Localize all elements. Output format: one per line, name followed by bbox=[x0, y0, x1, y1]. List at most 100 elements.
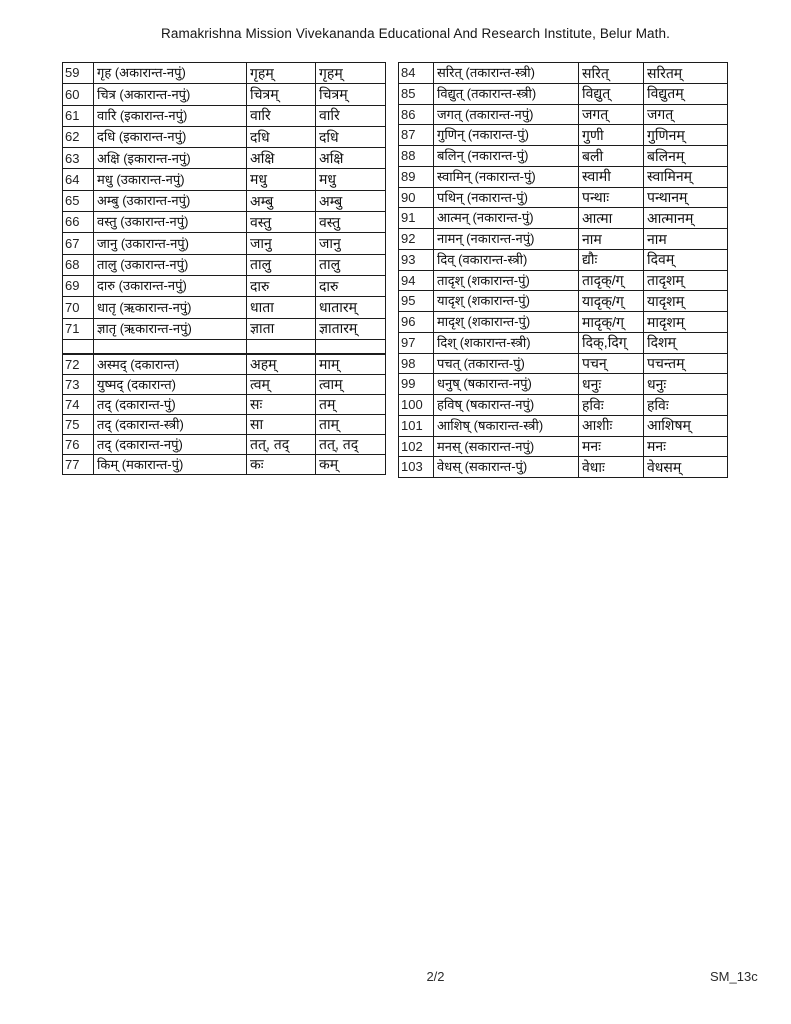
word-cell: नामन् (नकारान्त-नपुं) bbox=[433, 228, 579, 250]
left-table-row: 60 चित्र (अकारान्त-नपुं) चित्रम् चित्रम् bbox=[62, 83, 386, 106]
form1-cell: वारि bbox=[246, 104, 316, 127]
row-number-cell: 60 bbox=[62, 83, 94, 106]
word-cell: जगत् (तकारान्त-नपुं) bbox=[433, 103, 579, 126]
right-table-row: 101 आशिष् (षकारान्त-स्त्री) आशीः आशिषम् bbox=[398, 414, 728, 437]
word-cell: वेधस् (सकारान्त-पुं) bbox=[433, 456, 579, 478]
row-number-cell: 89 bbox=[398, 165, 434, 188]
row-number-cell: 97 bbox=[398, 331, 434, 354]
declension-table-left: 59 गृह (अकारान्त-नपुं) गृहम् गृहम् 60 चित्र (… bbox=[62, 61, 386, 475]
document-code: SM_13c bbox=[710, 969, 758, 984]
form1-cell: धाता bbox=[246, 296, 316, 319]
left-table-row: 63 अक्षि (इकारान्त-नपुं) अक्षि अक्षि bbox=[62, 147, 386, 170]
word-cell: आत्मन् (नकारान्त-पुं) bbox=[433, 207, 579, 229]
row-number-cell: 88 bbox=[398, 145, 434, 167]
form2-cell: तादृशम् bbox=[643, 269, 728, 292]
form1-cell: दधि bbox=[246, 125, 316, 149]
word-cell: धनुष् (षकारान्त-नपुं) bbox=[433, 373, 579, 395]
page-number: 2/2 bbox=[426, 969, 445, 984]
right-table-row: 90 पथिन् (नकारान्त-पुं) पन्थाः पन्थानम् bbox=[398, 186, 728, 209]
left-table-row: 59 गृह (अकारान्त-नपुं) गृहम् गृहम् bbox=[62, 61, 386, 85]
row-number-cell: 63 bbox=[62, 147, 94, 170]
form1-cell: नाम bbox=[578, 228, 644, 250]
row-number-cell: 92 bbox=[398, 228, 434, 250]
word-cell: किम् (मकारान्त-पुं) bbox=[93, 453, 247, 475]
word-cell: मधु (उकारान्त-नपुं) bbox=[93, 168, 247, 191]
left-table-row: 73 युष्मद् (दकारान्त) त्वम् त्वाम् bbox=[62, 373, 386, 395]
form2-cell: नाम bbox=[643, 228, 728, 250]
form1-cell: सः bbox=[246, 393, 316, 415]
word-cell: आशिष् (षकारान्त-स्त्री) bbox=[433, 414, 579, 437]
form1-cell: मनः bbox=[578, 435, 644, 458]
word-cell: दिव् (वकारान्त-स्त्री) bbox=[433, 248, 579, 271]
word-cell: जानु (उकारान्त-नपुं) bbox=[93, 232, 247, 255]
form1-cell: अहम् bbox=[246, 353, 316, 375]
form2-cell: अक्षि bbox=[315, 147, 386, 170]
word-cell: अक्षि (इकारान्त-नपुं) bbox=[93, 147, 247, 170]
left-table-row: 76 तद् (दकारान्त-नपुं) तत्, तद् तत्, तद् bbox=[62, 433, 386, 455]
form1-cell: विद्युत् bbox=[578, 82, 644, 105]
row-number-cell: 101 bbox=[398, 414, 434, 437]
right-table-row: 95 यादृश् (शकारान्त-पुं) यादृक्/ग् यादृशम् bbox=[398, 290, 728, 312]
word-cell: ज्ञातृ (ऋकारान्त-नपुं) bbox=[93, 317, 247, 340]
right-table-row: 96 मादृश् (शकारान्त-पुं) मादृक्/ग् मादृशम् bbox=[398, 311, 728, 333]
form2-cell: गृहम् bbox=[315, 61, 386, 85]
word-cell: स्वामिन् (नकारान्त-पुं) bbox=[433, 165, 579, 188]
row-number-cell: 84 bbox=[398, 62, 434, 84]
row-number-cell: 66 bbox=[62, 211, 94, 234]
word-cell: दारु (उकारान्त-नपुं) bbox=[93, 274, 247, 298]
word-cell: वारि (इकारान्त-नपुं) bbox=[93, 104, 247, 127]
form1-cell: बली bbox=[578, 145, 644, 167]
row-number-cell: 103 bbox=[398, 456, 434, 478]
left-table-row: 62 दधि (इकारान्त-नपुं) दधि दधि bbox=[62, 125, 386, 149]
form1-cell: अम्बु bbox=[246, 189, 316, 213]
row-number-cell: 95 bbox=[398, 290, 434, 312]
page-title: Ramakrishna Mission Vivekananda Educatio… bbox=[161, 26, 670, 41]
word-cell: मनस् (सकारान्त-नपुं) bbox=[433, 435, 579, 458]
row-number-cell: 69 bbox=[62, 274, 94, 298]
form1-cell: मधु bbox=[246, 168, 316, 191]
left-table-row bbox=[62, 338, 386, 355]
form2-cell: कम् bbox=[315, 453, 386, 475]
row-number-cell: 98 bbox=[398, 352, 434, 375]
form1-cell: वस्तु bbox=[246, 211, 316, 234]
form1-cell: कः bbox=[246, 453, 316, 475]
row-number-cell: 99 bbox=[398, 373, 434, 395]
form1-cell: जानु bbox=[246, 232, 316, 255]
left-table-row: 65 अम्बु (उकारान्त-नपुं) अम्बु अम्बु bbox=[62, 189, 386, 213]
word-cell: युष्मद् (दकारान्त) bbox=[93, 373, 247, 395]
row-number-cell: 90 bbox=[398, 186, 434, 209]
form1-cell: गुणी bbox=[578, 124, 644, 146]
form2-cell: त्वाम् bbox=[315, 373, 386, 395]
left-table-row: 68 तालु (उकारान्त-नपुं) तालु तालु bbox=[62, 253, 386, 276]
row-number-cell: 68 bbox=[62, 253, 94, 276]
form1-cell: त्वम् bbox=[246, 373, 316, 395]
right-table-row: 91 आत्मन् (नकारान्त-पुं) आत्मा आत्मानम् bbox=[398, 207, 728, 229]
word-cell: वस्तु (उकारान्त-नपुं) bbox=[93, 211, 247, 234]
form1-cell: आशीः bbox=[578, 414, 644, 437]
form2-cell: वस्तु bbox=[315, 211, 386, 234]
form2-cell: यादृशम् bbox=[643, 290, 728, 312]
form2-cell: तालु bbox=[315, 253, 386, 276]
form2-cell: बलिनम् bbox=[643, 145, 728, 167]
right-table-row: 85 विद्युत् (तकारान्त-स्त्री) विद्युत् विद्… bbox=[398, 82, 728, 105]
form2-cell: तत्, तद् bbox=[315, 433, 386, 455]
row-number-cell: 72 bbox=[62, 353, 94, 375]
form1-cell: स्वामी bbox=[578, 165, 644, 188]
row-number-cell: 70 bbox=[62, 296, 94, 319]
word-cell: यादृश् (शकारान्त-पुं) bbox=[433, 290, 579, 312]
left-table-row: 69 दारु (उकारान्त-नपुं) दारु दारु bbox=[62, 274, 386, 298]
row-number-cell bbox=[62, 338, 94, 355]
word-cell: धातृ (ऋकारान्त-नपुं) bbox=[93, 296, 247, 319]
form2-cell: जानु bbox=[315, 232, 386, 255]
form2-cell: चित्रम् bbox=[315, 83, 386, 106]
right-table-row: 92 नामन् (नकारान्त-नपुं) नाम नाम bbox=[398, 228, 728, 250]
left-table-row: 75 तद् (दकारान्त-स्त्री) सा ताम् bbox=[62, 413, 386, 435]
row-number-cell: 76 bbox=[62, 433, 94, 455]
row-number-cell: 102 bbox=[398, 435, 434, 458]
word-cell: सरित् (तकारान्त-स्त्री) bbox=[433, 62, 579, 84]
form2-cell: दधि bbox=[315, 125, 386, 149]
left-table-row: 71 ज्ञातृ (ऋकारान्त-नपुं) ज्ञाता ज्ञातारम् bbox=[62, 317, 386, 340]
form1-cell: पचन् bbox=[578, 352, 644, 375]
word-cell: हविष् (षकारान्त-नपुं) bbox=[433, 394, 579, 416]
